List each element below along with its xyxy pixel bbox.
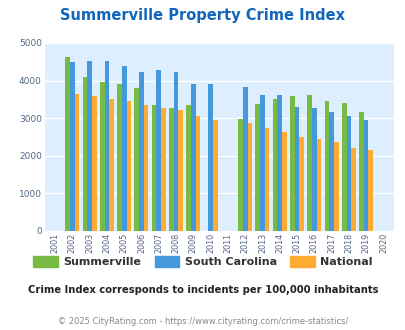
Bar bbox=[341, 104, 346, 231]
Bar bbox=[333, 142, 338, 231]
Bar bbox=[238, 119, 242, 231]
Bar bbox=[298, 137, 303, 231]
Bar bbox=[363, 120, 368, 231]
Bar bbox=[346, 116, 350, 231]
Bar bbox=[161, 108, 165, 231]
Bar bbox=[168, 108, 173, 231]
Bar bbox=[307, 95, 311, 231]
Bar bbox=[92, 96, 96, 231]
Bar bbox=[143, 105, 148, 231]
Bar bbox=[109, 99, 114, 231]
Bar bbox=[156, 70, 161, 231]
Text: Crime Index corresponds to incidents per 100,000 inhabitants: Crime Index corresponds to incidents per… bbox=[28, 285, 377, 295]
Bar bbox=[70, 62, 75, 231]
Bar bbox=[311, 108, 316, 231]
Bar bbox=[134, 88, 139, 231]
Bar bbox=[328, 112, 333, 231]
Bar bbox=[212, 120, 217, 231]
Bar bbox=[126, 101, 131, 231]
Bar bbox=[117, 84, 121, 231]
Bar bbox=[87, 61, 92, 231]
Bar bbox=[104, 61, 109, 231]
Bar bbox=[242, 86, 247, 231]
Bar bbox=[151, 105, 156, 231]
Bar bbox=[247, 123, 252, 231]
Bar bbox=[260, 95, 264, 231]
Bar bbox=[100, 82, 104, 231]
Bar bbox=[208, 83, 212, 231]
Bar bbox=[190, 83, 195, 231]
Text: Summerville Property Crime Index: Summerville Property Crime Index bbox=[60, 8, 345, 23]
Bar bbox=[324, 101, 328, 231]
Bar bbox=[195, 116, 200, 231]
Bar bbox=[316, 139, 320, 231]
Bar bbox=[358, 112, 363, 231]
Bar bbox=[139, 72, 143, 231]
Bar bbox=[368, 150, 372, 231]
Bar bbox=[122, 66, 126, 231]
Bar bbox=[350, 148, 355, 231]
Bar bbox=[178, 110, 183, 231]
Legend: Summerville, South Carolina, National: Summerville, South Carolina, National bbox=[29, 251, 376, 271]
Bar bbox=[65, 57, 70, 231]
Bar bbox=[294, 107, 298, 231]
Bar bbox=[289, 96, 294, 231]
Bar bbox=[281, 132, 286, 231]
Bar bbox=[264, 128, 269, 231]
Bar bbox=[255, 104, 260, 231]
Text: © 2025 CityRating.com - https://www.cityrating.com/crime-statistics/: © 2025 CityRating.com - https://www.city… bbox=[58, 317, 347, 326]
Bar bbox=[272, 99, 277, 231]
Bar bbox=[186, 105, 190, 231]
Bar bbox=[75, 94, 79, 231]
Bar bbox=[173, 72, 178, 231]
Bar bbox=[82, 77, 87, 231]
Bar bbox=[277, 95, 281, 231]
